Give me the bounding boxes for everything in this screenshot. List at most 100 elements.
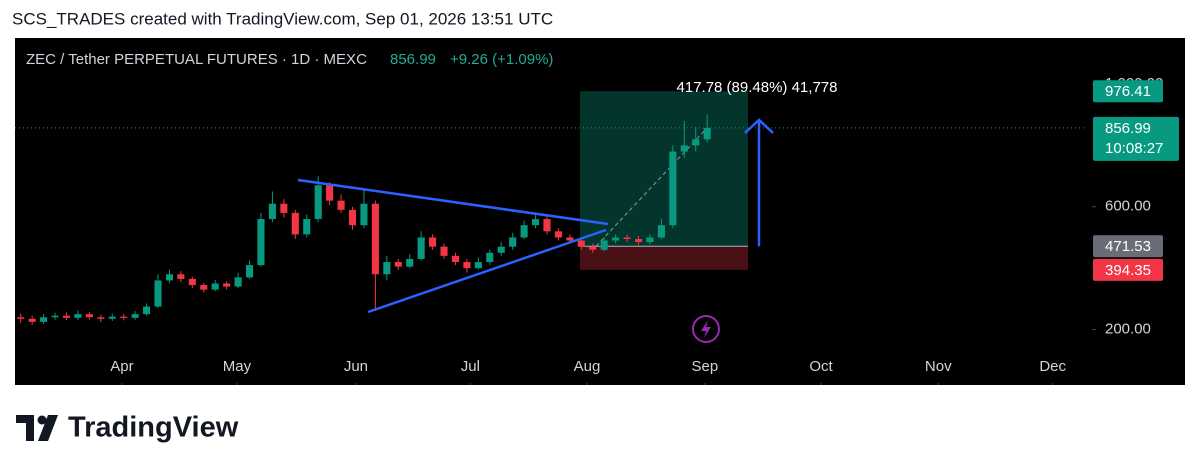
x-tick-label: Apr (110, 358, 133, 375)
arrow-head (744, 118, 774, 134)
x-tick-label: Jun (344, 358, 368, 375)
candle-body (245, 265, 254, 278)
candle-body (326, 185, 334, 201)
candle-body (360, 203, 368, 226)
candle-body (97, 317, 105, 319)
price-label-box (1093, 80, 1163, 103)
x-tick-label: Nov (925, 358, 952, 375)
candle-body (463, 262, 471, 269)
candle-body (509, 237, 517, 247)
candle-body (154, 280, 162, 307)
candle-body (74, 314, 82, 318)
candle-body (120, 316, 128, 318)
candle-body (28, 318, 36, 322)
candle-body (417, 237, 425, 259)
position-label: 417.78 (89.48%) 41,778 (677, 79, 838, 96)
candle-body (62, 315, 71, 318)
candle-body (543, 219, 551, 232)
candle-body (486, 252, 494, 263)
x-tick-label: Dec (1039, 358, 1066, 375)
candle-body (234, 277, 242, 287)
candle-body (188, 278, 196, 286)
candle-body (280, 203, 288, 213)
candle-body (85, 314, 93, 318)
x-tick-label: Sep (692, 358, 719, 375)
candle-body (646, 237, 654, 243)
candle-body (680, 145, 688, 152)
trendline (367, 228, 607, 314)
y-tick-label: 200.00 (1105, 320, 1151, 337)
candle-body (165, 274, 173, 281)
candle-body (429, 237, 437, 247)
candle-body (669, 151, 677, 226)
x-tick-label: May (223, 358, 252, 375)
candle-body (257, 219, 265, 266)
price-label: 394.35 (1105, 262, 1151, 279)
candle-body (200, 285, 208, 290)
candle-body (177, 274, 185, 279)
candle-body (497, 246, 505, 253)
candle-body (703, 127, 711, 140)
x-tick-label: Aug (574, 358, 601, 375)
trendline (297, 178, 609, 226)
candle-body (337, 200, 345, 210)
brand-name: TradingView (68, 412, 239, 444)
position-loss-zone (580, 246, 748, 270)
event-icon[interactable] (692, 315, 720, 343)
header-title: SCS_TRADES created with TradingView.com,… (12, 9, 553, 28)
candle-body (692, 139, 700, 146)
candle-body (440, 246, 448, 256)
candle-body (40, 317, 48, 322)
candle-body (51, 315, 59, 318)
price-label-box (1093, 258, 1163, 281)
x-tick-label: Jul (461, 358, 480, 375)
candle-body (394, 262, 402, 267)
candle-body (474, 262, 482, 269)
candle-body (566, 237, 574, 241)
candle-body (143, 306, 151, 315)
candle-body (657, 225, 665, 238)
legend-price: 856.99 (390, 51, 436, 68)
candle-body (520, 225, 528, 238)
candle-body (451, 255, 460, 263)
candle-body (303, 219, 311, 235)
drawings (297, 178, 720, 343)
event-icon-bolt (701, 320, 711, 338)
candle-body (612, 237, 620, 241)
candle-body (291, 212, 299, 235)
legend-symbol: ZEC / Tether PERPETUAL FUTURES · 1D · ME… (26, 51, 367, 68)
candle-body (577, 240, 585, 247)
price-label: 976.41 (1105, 83, 1151, 100)
candle-body (211, 283, 219, 290)
candle-body (223, 283, 231, 287)
chart-panel (15, 38, 1185, 385)
x-tick-label: Oct (809, 358, 833, 375)
price-label-box (1093, 235, 1163, 258)
candle-body (406, 258, 414, 267)
current-price-label: 856.99 (1105, 120, 1151, 137)
candle-body (268, 203, 276, 220)
candle-body (348, 209, 357, 226)
candle-body (383, 262, 391, 275)
price-label: 471.53 (1105, 238, 1151, 255)
candle-body (600, 240, 608, 250)
candle-body (314, 185, 322, 220)
candle-body (589, 246, 597, 250)
candle-body (623, 237, 631, 239)
y-tick-label: 600.00 (1105, 198, 1151, 215)
candle-body (17, 317, 25, 319)
plot-area (15, 91, 1087, 325)
countdown-label: 10:08:27 (1105, 140, 1163, 157)
candle-body (108, 316, 116, 319)
candle-body (554, 231, 562, 238)
candle-body (634, 238, 643, 243)
current-price-box (1093, 116, 1179, 161)
position-profit-zone (580, 91, 748, 247)
position-path (595, 127, 708, 247)
legend-change: +9.26 (+1.09%) (450, 51, 553, 68)
candle-body (532, 219, 540, 226)
brand-logo (16, 415, 58, 441)
candle-body (371, 203, 379, 275)
candle-body (131, 314, 139, 318)
